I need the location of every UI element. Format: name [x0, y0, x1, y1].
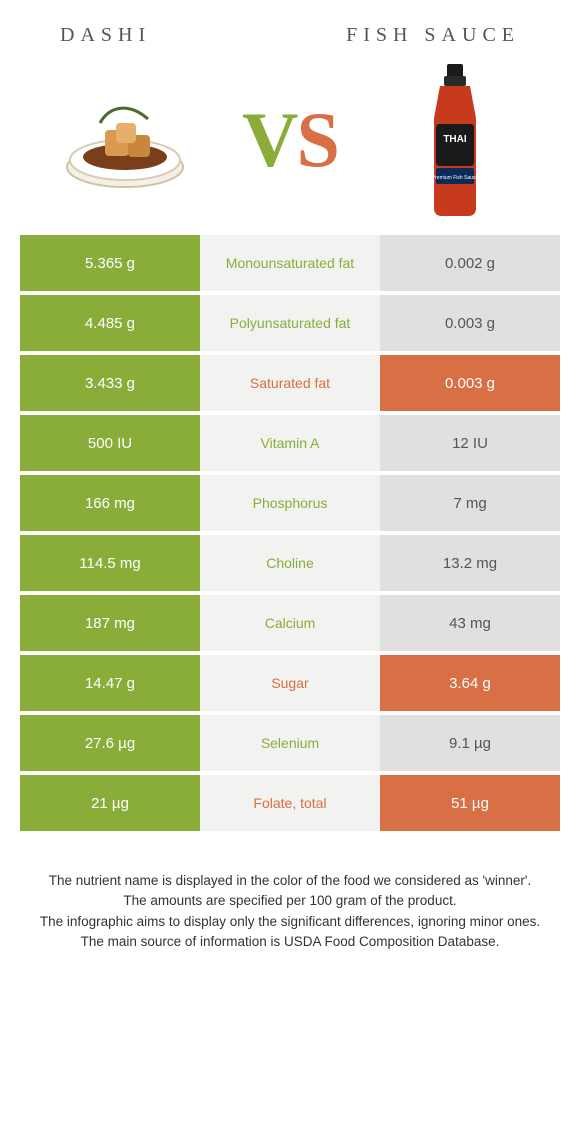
left-value: 187 mg — [20, 595, 200, 651]
left-value: 166 mg — [20, 475, 200, 531]
footnote-line: The main source of information is USDA F… — [30, 932, 550, 952]
nutrient-label: Choline — [200, 535, 380, 591]
nutrient-row: 114.5 mgCholine13.2 mg — [20, 535, 560, 591]
nutrient-row: 14.47 gSugar3.64 g — [20, 655, 560, 711]
svg-text:Premium Fish Sauce: Premium Fish Sauce — [432, 175, 479, 181]
left-value: 114.5 mg — [20, 535, 200, 591]
nutrient-row: 166 mgPhosphorus7 mg — [20, 475, 560, 531]
nutrient-label: Selenium — [200, 715, 380, 771]
vs-label: VS — [242, 95, 338, 185]
footnote-line: The amounts are specified per 100 gram o… — [30, 891, 550, 911]
nutrient-label: Polyunsaturated fat — [200, 295, 380, 351]
nutrient-label: Folate, total — [200, 775, 380, 831]
left-value: 3.433 g — [20, 355, 200, 411]
right-value: 7 mg — [380, 475, 560, 531]
left-value: 14.47 g — [20, 655, 200, 711]
nutrient-label: Phosphorus — [200, 475, 380, 531]
nutrient-row: 21 µgFolate, total51 µg — [20, 775, 560, 831]
dashi-image — [50, 65, 200, 215]
right-value: 0.003 g — [380, 295, 560, 351]
nutrient-label: Monounsaturated fat — [200, 235, 380, 291]
right-value: 13.2 mg — [380, 535, 560, 591]
right-value: 9.1 µg — [380, 715, 560, 771]
footnotes: The nutrient name is displayed in the co… — [20, 835, 560, 982]
food-left-title: DASHI — [60, 24, 151, 47]
vs-v: V — [242, 96, 296, 183]
nutrient-row: 27.6 µgSelenium9.1 µg — [20, 715, 560, 771]
vs-s: S — [296, 96, 337, 183]
left-value: 4.485 g — [20, 295, 200, 351]
nutrient-label: Saturated fat — [200, 355, 380, 411]
nutrient-label: Sugar — [200, 655, 380, 711]
right-value: 0.002 g — [380, 235, 560, 291]
left-value: 21 µg — [20, 775, 200, 831]
food-right-title: FISH SAUCE — [346, 24, 520, 47]
left-value: 27.6 µg — [20, 715, 200, 771]
left-value: 5.365 g — [20, 235, 200, 291]
nutrient-row: 500 IUVitamin A12 IU — [20, 415, 560, 471]
nutrient-row: 5.365 gMonounsaturated fat0.002 g — [20, 235, 560, 291]
nutrient-label: Vitamin A — [200, 415, 380, 471]
header-row: DASHI FISH SAUCE — [20, 0, 560, 57]
nutrient-row: 4.485 gPolyunsaturated fat0.003 g — [20, 295, 560, 351]
right-value: 51 µg — [380, 775, 560, 831]
svg-text:THAI: THAI — [443, 134, 467, 145]
left-value: 500 IU — [20, 415, 200, 471]
right-value: 12 IU — [380, 415, 560, 471]
footnote-line: The infographic aims to display only the… — [30, 912, 550, 932]
footnote-line: The nutrient name is displayed in the co… — [30, 871, 550, 891]
nutrient-table: 5.365 gMonounsaturated fat0.002 g4.485 g… — [20, 235, 560, 831]
infographic-container: DASHI FISH SAUCE VS THAI — [0, 0, 580, 982]
nutrient-row: 3.433 gSaturated fat0.003 g — [20, 355, 560, 411]
nutrient-label: Calcium — [200, 595, 380, 651]
right-value: 3.64 g — [380, 655, 560, 711]
image-row: VS THAI Premium Fish Sauce — [20, 57, 560, 235]
right-value: 0.003 g — [380, 355, 560, 411]
fish-sauce-image: THAI Premium Fish Sauce — [380, 65, 530, 215]
nutrient-row: 187 mgCalcium43 mg — [20, 595, 560, 651]
right-value: 43 mg — [380, 595, 560, 651]
